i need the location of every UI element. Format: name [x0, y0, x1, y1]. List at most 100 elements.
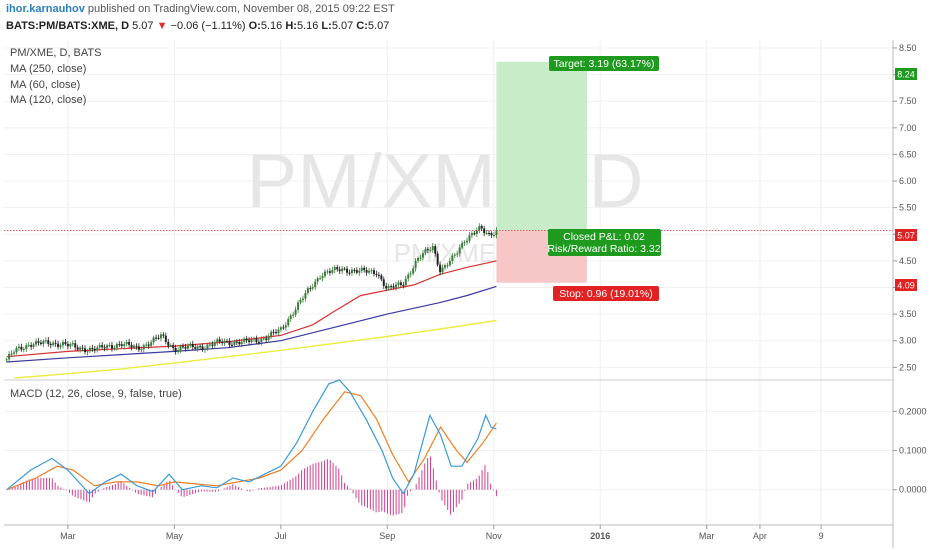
candle-body-26 [69, 344, 72, 347]
candle-body-17 [47, 340, 50, 345]
candle-body-29 [76, 347, 79, 350]
candle-body-23 [61, 342, 64, 346]
candle-body-140 [348, 272, 351, 274]
candle-body-96 [240, 341, 243, 345]
time-tick-7: Apr [753, 531, 767, 541]
candle-body-27 [71, 343, 74, 345]
candle-body-7 [22, 348, 25, 350]
candle-body-184 [456, 253, 459, 255]
symbol-line: BATS:PM/BATS:XME, D 5.07 ▼ −0.06 (−1.11%… [6, 20, 389, 32]
candle-body-88 [221, 341, 224, 344]
candle-body-33 [86, 351, 89, 353]
candle-body-3 [13, 352, 16, 354]
published-line: ihor.karnauhov published on TradingView.… [6, 3, 395, 15]
last-price-tag [895, 229, 917, 241]
time-tick-8: 9 [819, 531, 824, 541]
price-tick-12: 2.50 [899, 362, 917, 372]
candle-body-115 [287, 319, 290, 326]
candle-body-10 [30, 345, 33, 347]
candle-body-171 [424, 249, 427, 254]
candle-body-42 [108, 345, 111, 347]
candle-body-101 [252, 338, 255, 340]
candle-body-198 [490, 233, 493, 236]
candle-body-64 [162, 334, 165, 336]
candle-body-128 [319, 278, 322, 280]
candle-body-50 [128, 341, 131, 345]
candle-body-124 [309, 288, 312, 290]
stop-price-text: 4.09 [897, 281, 915, 291]
candle-body-150 [372, 270, 375, 274]
candle-body-130 [323, 271, 326, 277]
candle-body-108 [270, 331, 273, 337]
candle-body-35 [91, 347, 94, 349]
candle-body-138 [343, 268, 346, 270]
candle-body-45 [115, 344, 118, 348]
candle-body-174 [431, 246, 434, 251]
candle-body-133 [331, 269, 334, 273]
candle-body-65 [164, 335, 167, 342]
candle-body-200 [495, 230, 498, 236]
candle-body-178 [441, 267, 444, 273]
candle-body-21 [57, 343, 60, 347]
candle-body-43 [110, 345, 113, 349]
candle-body-25 [66, 344, 69, 347]
candle-body-95 [238, 341, 241, 345]
candle-body-51 [130, 344, 133, 348]
candle-body-99 [248, 340, 251, 343]
candle-body-123 [306, 288, 309, 293]
candle-body-155 [385, 285, 388, 289]
price-tags: 8.24 5.07 4.09 [895, 68, 917, 291]
candle-body-134 [333, 267, 336, 270]
down-arrow-icon: ▼ [156, 20, 168, 32]
moving-averages [6, 260, 497, 379]
candle-body-132 [328, 271, 331, 273]
candle-body-182 [451, 255, 454, 261]
candle-body-188 [466, 240, 469, 243]
candle-body-87 [218, 339, 221, 342]
candle-body-107 [267, 336, 270, 340]
target-label: Target: 3.19 (63.17%) [554, 58, 655, 70]
candle-body-97 [243, 338, 246, 342]
author-link[interactable]: ihor.karnauhov [6, 3, 85, 15]
candle-body-92 [230, 344, 233, 346]
candle-body-120 [299, 299, 302, 303]
candle-body-185 [458, 247, 461, 254]
candle-body-15 [42, 341, 45, 345]
candle-body-110 [275, 332, 278, 334]
candle-body-136 [338, 269, 341, 272]
candle-body-117 [292, 314, 295, 316]
candle-body-2 [10, 353, 13, 355]
candle-body-11 [32, 344, 35, 347]
candle-body-8 [25, 345, 28, 349]
candle-body-89 [223, 340, 226, 344]
macd-tick-2: 0.0000 [899, 485, 927, 495]
candle-body-75 [189, 343, 192, 346]
candle-body-49 [125, 341, 128, 345]
candle-body-164 [407, 274, 410, 279]
open-value: 5.16 [260, 20, 283, 32]
candle-body-61 [155, 337, 158, 339]
candle-body-6 [20, 346, 23, 350]
candle-body-165 [409, 273, 412, 275]
pnl-label: Closed P&L: 0.02 [563, 231, 645, 243]
candle-body-143 [355, 270, 358, 273]
candle-body-102 [255, 338, 258, 342]
candle-body-38 [98, 345, 101, 348]
low-value: 5.07 [331, 20, 354, 32]
candle-body-40 [103, 347, 106, 349]
candle-body-105 [262, 338, 265, 340]
candle-body-180 [446, 265, 449, 267]
candle-body-137 [341, 268, 344, 272]
candle-body-91 [228, 341, 231, 345]
candle-body-167 [414, 260, 417, 269]
legend-ma120: MA (120, close) [10, 94, 87, 106]
candle-body-53 [135, 345, 138, 347]
change-text: −0.06 (−1.11%) [170, 20, 246, 32]
candle-body-186 [461, 242, 464, 248]
position-zones[interactable] [4, 61, 893, 283]
open-label: O: [248, 20, 261, 32]
candle-body-157 [390, 286, 393, 288]
candle-body-76 [191, 343, 194, 348]
candle-body-24 [64, 342, 67, 345]
